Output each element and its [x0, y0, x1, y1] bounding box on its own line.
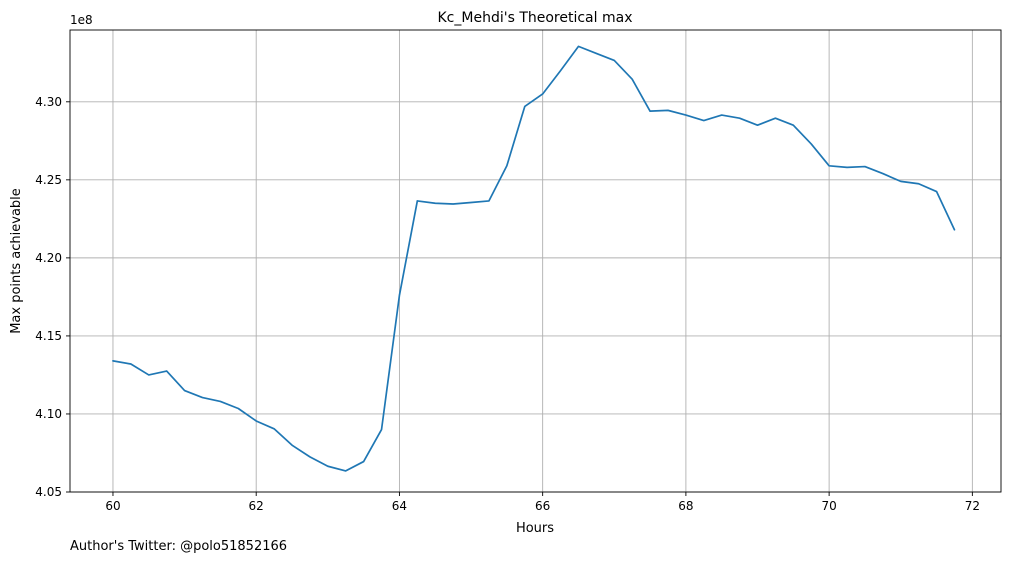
- y-axis-label: Max points achievable: [9, 188, 24, 334]
- axis-ticks: 60 62 64 66 68 70 72 4.05 4.10 4.15 4.20 4.25 4.30: [35, 95, 980, 513]
- chart-title: Kc_Mehdi's Theoretical max: [438, 10, 633, 26]
- x-tick-label: 72: [965, 499, 980, 513]
- y-tick-label: 4.20: [35, 251, 62, 265]
- plot-area-frame: [69, 29, 1002, 493]
- series-line: [112, 45, 956, 472]
- y-tick-label: 4.30: [35, 95, 62, 109]
- x-tick-label: 60: [105, 499, 120, 513]
- series-layer: [112, 45, 956, 472]
- y-tick-label: 4.05: [35, 485, 62, 499]
- x-tick-label: 64: [392, 499, 407, 513]
- x-tick-label: 62: [249, 499, 264, 513]
- y-offset-label: 1e8: [70, 13, 93, 27]
- x-tick-label: 70: [821, 499, 836, 513]
- y-tick-label: 4.15: [35, 329, 62, 343]
- x-tick-label: 68: [678, 499, 693, 513]
- footer-text: Author's Twitter: @polo51852166: [70, 539, 287, 554]
- y-tick-label: 4.25: [35, 173, 62, 187]
- x-tick-label: 66: [535, 499, 550, 513]
- y-tick-label: 4.10: [35, 407, 62, 421]
- x-axis-label: Hours: [516, 521, 554, 536]
- grid-lines: [70, 30, 1001, 493]
